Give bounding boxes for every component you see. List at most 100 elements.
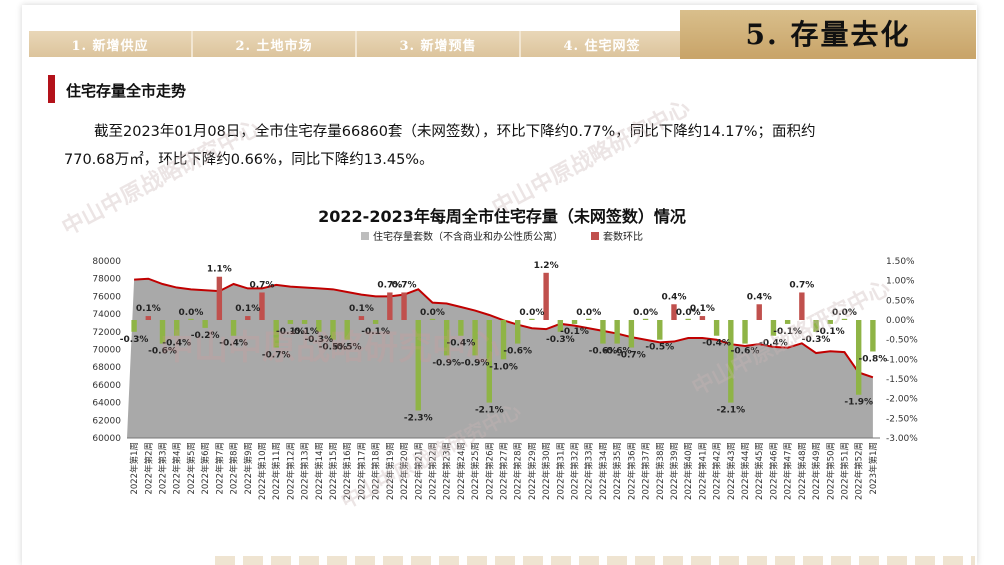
nav-tab-new-presale[interactable]: 3. 新增预售: [357, 31, 521, 57]
mom-bar: [586, 318, 592, 320]
y-left-tick-label: 76000: [92, 292, 121, 302]
chart-title: 2022-2023年每周全市住宅存量（未网签数）情况: [318, 207, 686, 226]
mom-bar: [174, 320, 180, 336]
x-tick-label: 2022年第16周: [342, 442, 353, 500]
legend-item-mom: 套数环比: [591, 228, 643, 243]
mom-data-label: 0.0%: [832, 308, 857, 318]
mom-bar: [287, 320, 294, 324]
x-tick-label: 2022年第10周: [257, 442, 268, 500]
x-tick-label: 2022年第47周: [783, 442, 794, 500]
mom-data-label: -1.0%: [489, 362, 518, 372]
x-tick-label: 2022年第31周: [555, 442, 566, 500]
mom-bar: [202, 320, 208, 328]
x-tick-label: 2022年第20周: [399, 442, 410, 500]
mom-data-label: -0.9%: [461, 358, 490, 368]
mom-bar: [799, 292, 805, 320]
x-tick-label: 2022年第33周: [584, 442, 595, 500]
mom-bar: [472, 320, 478, 356]
mom-data-label: -0.4%: [162, 339, 191, 349]
x-tick-label: 2022年第39周: [669, 442, 680, 500]
mom-bar: [685, 318, 691, 320]
mom-data-label: 0.0%: [633, 308, 658, 318]
mom-data-label: -0.4%: [219, 339, 248, 349]
mom-bar: [145, 316, 152, 320]
page-frame: [22, 5, 977, 565]
mom-bar: [657, 320, 663, 340]
y-left-tick-label: 68000: [92, 363, 121, 373]
x-tick-label: 2022年第13周: [300, 442, 311, 500]
y-left-tick-label: 72000: [92, 328, 121, 338]
mom-data-label: -0.5%: [333, 343, 362, 353]
mom-data-label: -0.3%: [120, 335, 149, 345]
mom-bar: [770, 320, 777, 336]
legend-swatch-mom: [591, 231, 599, 240]
x-tick-label: 2022年第43周: [726, 442, 737, 500]
y-left-tick-label: 66000: [92, 381, 121, 391]
mom-bar: [301, 320, 308, 324]
x-tick-label: 2022年第40周: [683, 442, 694, 500]
x-tick-label: 2022年第45周: [754, 442, 765, 500]
x-tick-label: 2022年第42周: [712, 442, 723, 500]
mom-bar: [529, 318, 535, 320]
mom-bar: [500, 320, 507, 360]
mom-bar: [316, 320, 322, 332]
mom-bar: [230, 320, 237, 336]
x-tick-label: 2022年第28周: [513, 442, 524, 500]
mom-bar: [728, 320, 734, 403]
mom-data-label: -0.1%: [276, 327, 305, 337]
mom-data-label: 0.7%: [789, 280, 814, 290]
x-tick-label: 2022年第18周: [371, 442, 382, 500]
x-tick-label: 2022年第46周: [768, 442, 779, 500]
mom-bar: [401, 292, 407, 320]
x-tick-label: 2022年第8周: [229, 442, 240, 495]
mom-data-label: 1.1%: [207, 265, 232, 275]
mom-bar: [600, 320, 606, 344]
legend-label-stock: 住宅存量套数（不含商业和办公性质公寓）: [373, 232, 563, 243]
x-tick-label: 2022年第38周: [655, 442, 666, 500]
mom-bar: [344, 320, 350, 340]
x-tick-label: 2022年第37周: [641, 442, 652, 500]
legend-label-mom: 套数环比: [603, 232, 643, 243]
y-right-tick-label: -0.50%: [886, 336, 918, 346]
x-tick-label: 2022年第34周: [598, 442, 609, 500]
nav-tab-residential-signing[interactable]: 4. 住宅网签: [521, 31, 685, 57]
nav-tab-inventory-active[interactable]: 5. 存量去化: [680, 10, 976, 56]
mom-data-label: 0.0%: [178, 308, 203, 318]
y-left-tick-label: 64000: [92, 399, 121, 409]
legend-swatch-stock: [361, 231, 369, 240]
mom-bar: [429, 318, 436, 320]
y-left-tick-label: 74000: [92, 310, 121, 320]
mom-bar: [870, 320, 876, 352]
mom-data-label: -0.1%: [560, 327, 589, 337]
x-tick-label: 2022年第35周: [612, 442, 623, 500]
mom-data-label: -0.2%: [191, 331, 220, 341]
mom-bar: [273, 320, 279, 348]
mom-bar: [699, 316, 706, 320]
mom-bar: [387, 292, 393, 320]
mom-bar: [855, 320, 862, 395]
summary-line-1: 截至2023年01月08日，全市住宅存量66860套（未网签数），环比下降约0.…: [94, 124, 816, 140]
summary-paragraph: 截至2023年01月08日，全市住宅存量66860套（未网签数），环比下降约0.…: [64, 118, 954, 174]
x-tick-label: 2022年第11周: [271, 442, 282, 500]
mom-data-label: -0.6%: [148, 347, 177, 357]
nav-tab-new-supply[interactable]: 1. 新增供应: [29, 31, 193, 57]
y-left-tick-label: 60000: [92, 434, 121, 444]
x-tick-label: 2022年第9周: [243, 442, 254, 495]
legend-item-stock: 住宅存量套数（不含商业和办公性质公寓）: [361, 228, 563, 243]
mom-bar: [784, 320, 791, 324]
mom-bar: [131, 320, 137, 332]
mom-bar: [259, 292, 265, 320]
y-right-tick-label: 1.00%: [886, 277, 915, 287]
x-tick-label: 2022年第49周: [811, 442, 822, 500]
mom-data-label: -0.5%: [645, 343, 674, 353]
mom-bar: [245, 316, 251, 320]
x-tick-label: 2022年第29周: [527, 442, 538, 500]
mom-data-label: -2.3%: [404, 413, 433, 423]
nav-tab-land-market[interactable]: 2. 土地市场: [193, 31, 357, 57]
mom-data-label: -0.7%: [262, 351, 291, 361]
y-left-tick-label: 70000: [92, 346, 121, 356]
mom-data-label: -2.1%: [716, 406, 745, 416]
mom-data-label: -0.1%: [290, 327, 319, 337]
y-right-tick-label: -1.50%: [886, 375, 918, 385]
mom-data-label: 0.1%: [349, 304, 374, 314]
